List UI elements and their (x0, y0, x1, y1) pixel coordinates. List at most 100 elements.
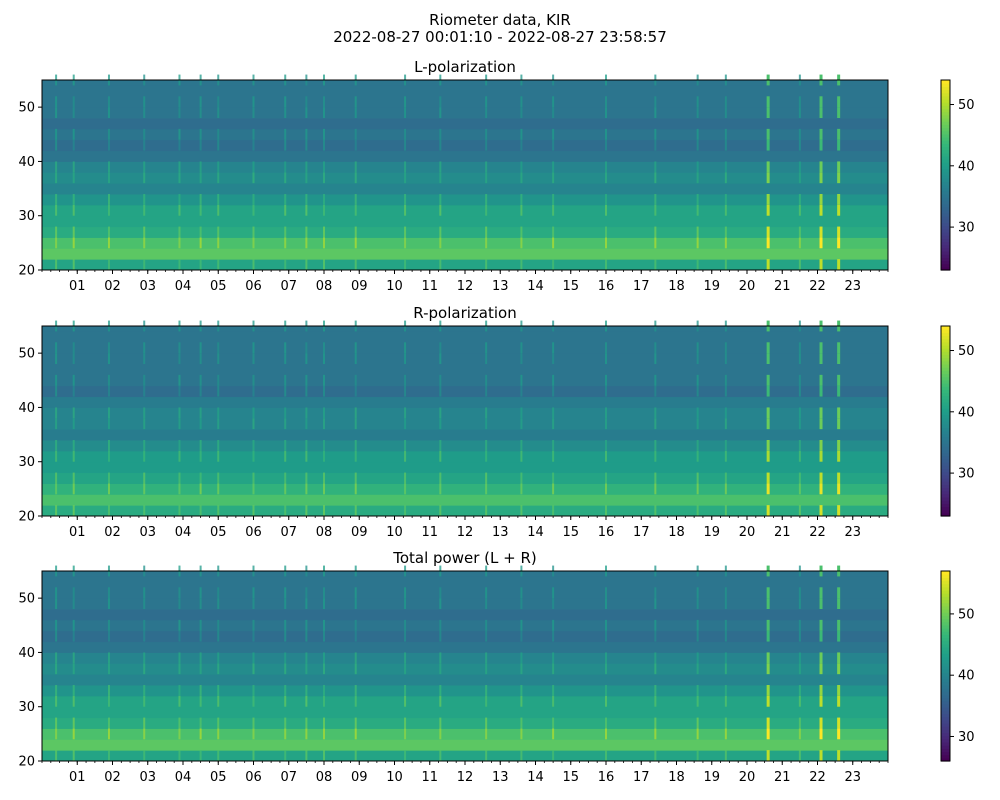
heatmap-spike (55, 440, 58, 451)
heatmap-band (42, 248, 888, 260)
heatmap-spike (178, 226, 181, 238)
heatmap-spike (404, 728, 407, 740)
heatmap-spike (696, 204, 699, 216)
heatmap-spike (724, 139, 727, 151)
heatmap-band (42, 440, 888, 452)
colorbar-tick-label: 30 (958, 467, 975, 482)
heatmap-spike (766, 418, 770, 430)
heatmap-spike (284, 652, 287, 664)
heatmap-spike (837, 139, 841, 151)
heatmap-spike (798, 259, 801, 270)
heatmap-spike (55, 407, 58, 419)
heatmap-spike (439, 652, 442, 664)
heatmap-spike (404, 663, 407, 675)
x-tick-label: 11 (421, 279, 438, 294)
y-tick-label: 50 (18, 101, 35, 116)
colorbar-segment (941, 481, 950, 485)
heatmap-spike (819, 472, 823, 484)
heatmap-spike (217, 717, 220, 729)
heatmap-spike (520, 717, 523, 729)
heatmap-spike (217, 750, 220, 761)
colorbar-frame (940, 325, 951, 517)
heatmap-spike (178, 259, 181, 270)
heatmap-band (42, 385, 888, 398)
heatmap-spike (143, 750, 146, 761)
colorbar-segment (941, 238, 950, 243)
heatmap-spike (284, 418, 287, 430)
heatmap-spike (439, 685, 442, 696)
heatmap-spike (696, 717, 699, 729)
heatmap-spike (107, 663, 110, 675)
heatmap-spike (552, 226, 555, 238)
heatmap-spike (766, 728, 770, 740)
heatmap-spike (605, 663, 607, 675)
heatmap-band (42, 85, 888, 97)
heatmap-spike (439, 630, 442, 642)
heatmap-spike (798, 750, 801, 761)
panel-title: Total power (L + R) (392, 549, 537, 567)
heatmap-spike (404, 483, 407, 495)
heatmap-spike (552, 139, 555, 151)
heatmap-spike (72, 259, 75, 270)
x-tick-label: 12 (457, 525, 474, 540)
colorbar-segment (941, 474, 950, 479)
heatmap-spike (819, 750, 823, 761)
heatmap-spike (107, 717, 110, 729)
heatmap-spike (724, 418, 727, 430)
heatmap-spike (798, 587, 801, 599)
heatmap-spike (323, 107, 325, 118)
heatmap-spike (605, 259, 607, 270)
heatmap-spike (520, 728, 523, 740)
x-tick-label: 21 (774, 279, 791, 294)
heatmap-spike (439, 418, 442, 430)
x-tick-label: 22 (809, 279, 826, 294)
heatmap-spike (766, 226, 770, 238)
heatmap-spike (199, 630, 202, 642)
heatmap-spike (305, 695, 308, 707)
heatmap-spike (199, 663, 202, 675)
heatmap-spike (178, 472, 181, 484)
colorbar-segment (941, 716, 950, 721)
heatmap-spike (654, 440, 657, 451)
heatmap-spike (404, 204, 407, 216)
heatmap-band (42, 418, 888, 430)
colorbar-segment (941, 228, 950, 233)
heatmap-spike (305, 717, 308, 729)
colorbar-segment (941, 678, 950, 683)
colorbar-segment (941, 500, 950, 504)
heatmap-spike (199, 505, 202, 516)
heatmap-spike (552, 353, 555, 364)
heatmap-band (42, 505, 888, 517)
x-tick-label: 14 (527, 770, 544, 785)
heatmap-spike (654, 587, 657, 599)
heatmap-band (42, 139, 888, 152)
colorbar-segment (941, 465, 950, 470)
heatmap-spike (724, 342, 727, 354)
colorbar-segment (941, 748, 950, 753)
heatmap-spike (284, 96, 287, 108)
heatmap-band (42, 598, 888, 610)
x-tick-label: 13 (492, 770, 509, 785)
heatmap-band (42, 728, 888, 740)
heatmap-spike (323, 695, 325, 707)
heatmap-spike (217, 353, 220, 364)
colorbar-segment (941, 436, 950, 441)
heatmap-spike (654, 96, 657, 108)
heatmap-spike (305, 107, 308, 118)
heatmap-spike (819, 663, 823, 675)
heatmap-spike (217, 194, 220, 205)
x-tick-label: 10 (386, 279, 403, 294)
heatmap-spike (217, 685, 220, 696)
heatmap-spike (178, 750, 181, 761)
heatmap-spike (404, 598, 407, 609)
heatmap-spike (305, 598, 308, 609)
heatmap-spike (143, 505, 146, 516)
heatmap-spike (404, 342, 407, 354)
colorbar-segment (941, 114, 950, 119)
heatmap-spike (72, 342, 75, 354)
heatmap-spike (605, 440, 607, 451)
colorbar-segment (941, 643, 950, 648)
heatmap-spike (143, 728, 146, 740)
heatmap-spike (55, 237, 58, 249)
heatmap-spike (305, 96, 308, 108)
